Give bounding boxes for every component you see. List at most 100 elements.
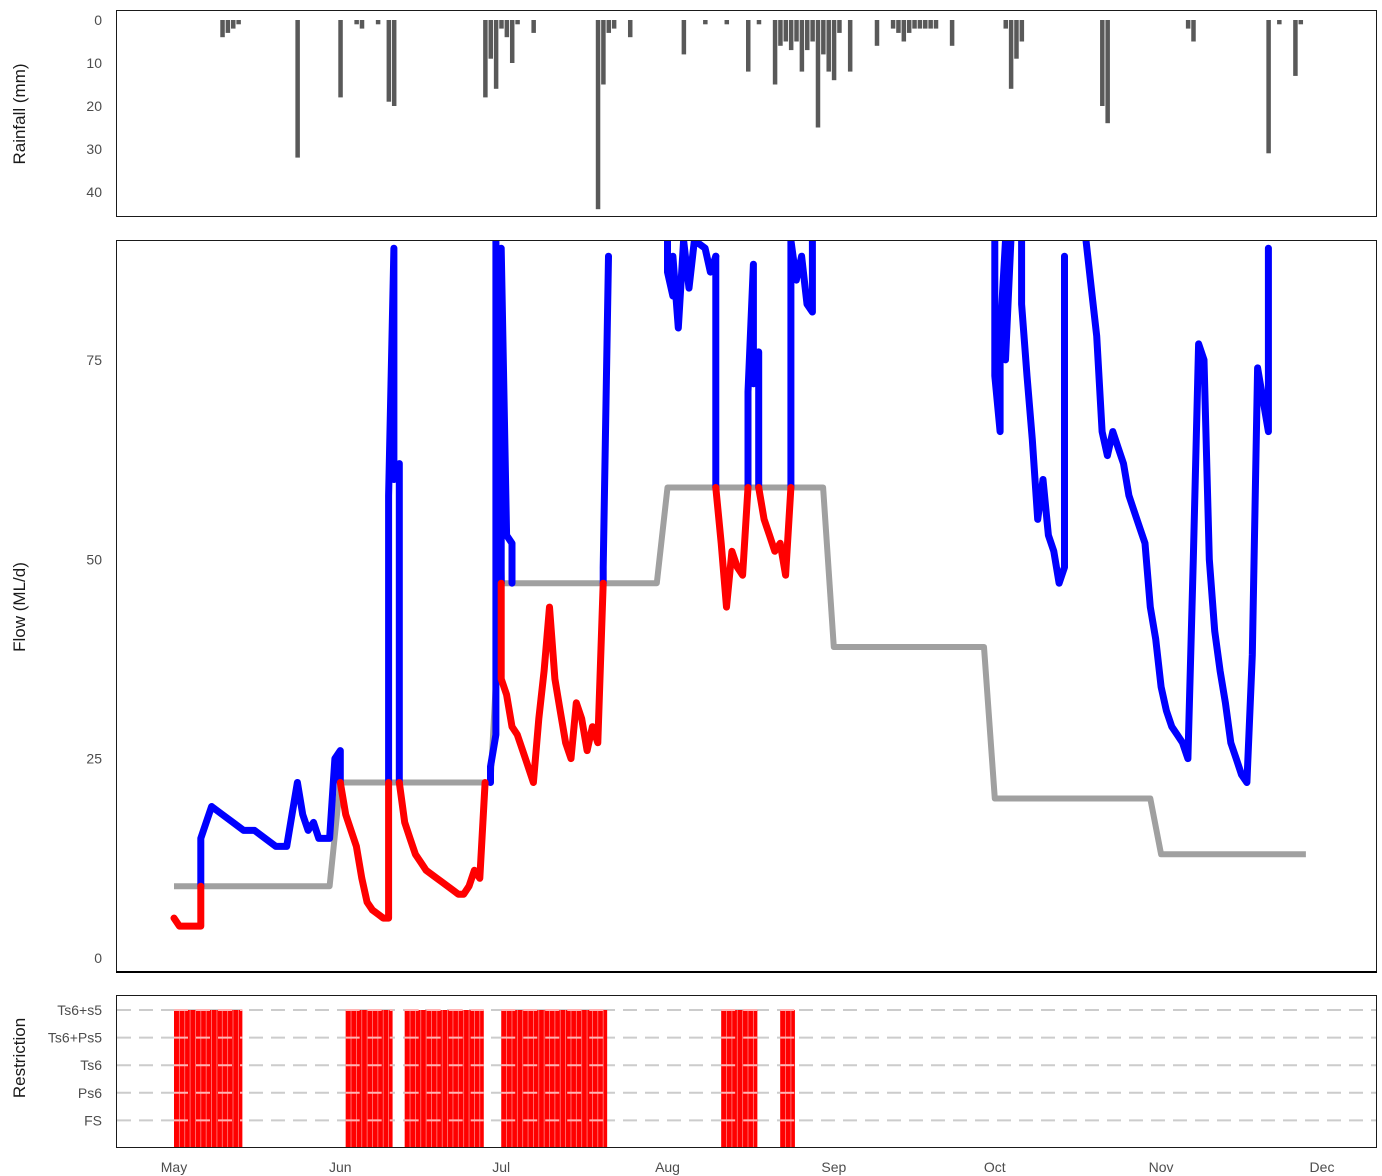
- rainfall-panel: Rainfall (mm) 0 10 20 30 40: [10, 10, 1377, 217]
- flow-line-blue: [385, 244, 403, 786]
- rainfall-bar: [783, 20, 789, 42]
- flow-y-tick-label: 0: [94, 950, 102, 966]
- rainfall-y-tick-label: 10: [86, 55, 102, 71]
- flow-line-blue: [599, 252, 612, 587]
- month-x-ticks: May Jun Jul Aug Sep Oct Nov Dec: [161, 1159, 1335, 1175]
- rainfall-bar: [928, 20, 933, 29]
- rainfall-bar: [1003, 20, 1008, 29]
- flow-line-red: [497, 579, 607, 786]
- rainfall-bar: [601, 20, 606, 85]
- rainfall-bar: [681, 20, 687, 55]
- rainfall-bar: [493, 20, 499, 89]
- restriction-panel: Restriction FS Ps6 Ts6 Ts6+Ps5 Ts6+s5 May Jun…: [10, 995, 1377, 1175]
- rainfall-bar: [949, 20, 955, 46]
- rainfall-bar: [606, 20, 612, 33]
- rainfall-y-tick-label: 40: [86, 184, 102, 200]
- rainfall-y-label: Rainfall (mm): [10, 63, 29, 164]
- flow-line-blue: [487, 241, 505, 786]
- restriction-bar: [501, 1010, 608, 1147]
- rainfall-bar: [912, 20, 917, 29]
- rainfall-bar: [1266, 20, 1271, 154]
- rainfall-bar: [1100, 20, 1105, 106]
- rainfall-bar: [483, 20, 488, 98]
- restriction-bar: [404, 1010, 484, 1147]
- rainfall-bar: [488, 20, 494, 59]
- flow-line-red: [755, 484, 795, 579]
- rainfall-bar: [821, 20, 826, 55]
- flow-y-ticks: 0 25 50 75: [86, 352, 102, 966]
- rainfall-bar: [386, 20, 392, 102]
- rainfall-bar: [375, 20, 381, 25]
- rainfall-bar: [810, 20, 815, 42]
- rainfall-bar: [1298, 20, 1304, 25]
- rainfall-bar: [1014, 20, 1019, 59]
- month-tick-label: Sep: [821, 1159, 846, 1175]
- rainfall-bar: [354, 20, 359, 25]
- flow-line-red: [712, 484, 752, 611]
- flow-line-red: [395, 779, 489, 898]
- rainfall-bar: [231, 20, 236, 29]
- rainfall-bar: [756, 20, 762, 25]
- rainfall-y-ticks: 0 10 20 30 40: [86, 12, 102, 200]
- rainfall-bar: [794, 20, 799, 42]
- restriction-dash-overlay: [174, 1009, 795, 1122]
- rainfall-bar: [499, 20, 504, 29]
- restriction-bar: [345, 1010, 393, 1147]
- rainfall-bar: [805, 20, 810, 51]
- month-tick-label: Aug: [655, 1159, 680, 1175]
- flow-y-tick-label: 50: [86, 551, 102, 567]
- restriction-bar: [721, 1010, 758, 1147]
- rainfall-bar: [890, 20, 896, 29]
- rainfall-bar: [1293, 20, 1298, 76]
- flow-line-blue: [1082, 241, 1272, 786]
- rainfall-bar: [703, 20, 708, 25]
- rainfall-bar: [1105, 20, 1110, 124]
- restriction-level-label: Ts6+Ps5: [48, 1030, 102, 1046]
- restriction-level-label: Ts6+s5: [57, 1002, 102, 1018]
- restriction-y-label: Restriction: [10, 1018, 29, 1098]
- rainfall-bar: [611, 20, 617, 29]
- rainfall-bar: [627, 20, 633, 38]
- rainfall-bar: [1019, 20, 1025, 42]
- rainfall-bar: [531, 20, 536, 33]
- rainfall-bar: [831, 20, 837, 81]
- rainfall-bar: [778, 20, 783, 46]
- flow-y-tick-label: 75: [86, 352, 102, 368]
- rainfall-bar: [815, 20, 821, 128]
- rainfall-y-tick-label: 0: [94, 12, 102, 28]
- restriction-bar: [174, 1010, 243, 1147]
- month-tick-label: Jun: [329, 1159, 352, 1175]
- flow-line-blue: [991, 241, 1015, 436]
- rainfall-bar: [923, 20, 928, 29]
- flow-y-label: Flow (ML/d): [10, 562, 29, 652]
- rainfall-bar: [1277, 20, 1282, 25]
- rainfall-bar: [338, 20, 343, 98]
- flow-y-tick-label: 25: [86, 751, 102, 767]
- rainfall-bar: [504, 20, 510, 38]
- rainfall-bar: [1191, 20, 1196, 42]
- month-tick-label: Oct: [984, 1159, 1006, 1175]
- rainfall-y-tick-label: 30: [86, 141, 102, 157]
- rainfall-panel-border: [116, 10, 1377, 217]
- month-tick-label: Jul: [492, 1159, 510, 1175]
- restriction-bar: [780, 1010, 795, 1147]
- rainfall-bar: [837, 20, 842, 33]
- restriction-bars: [174, 1010, 795, 1147]
- rainfall-bar: [295, 20, 300, 158]
- rainfall-bars: [220, 20, 1304, 210]
- rainfall-bar: [746, 20, 751, 72]
- rainfall-bar: [359, 20, 365, 29]
- rainfall-bar: [391, 20, 397, 106]
- flow-line-blue: [744, 260, 763, 491]
- rainfall-bar: [509, 20, 515, 63]
- rainfall-bar: [236, 20, 241, 25]
- rainfall-bar: [901, 20, 907, 42]
- rainfall-bar: [933, 20, 939, 29]
- rainfall-bar: [799, 20, 805, 72]
- flow-line-blue: [197, 747, 344, 890]
- rainfall-bar: [788, 20, 794, 51]
- rainfall-bar: [874, 20, 880, 46]
- flow-line-blue: [787, 241, 816, 491]
- month-tick-label: Nov: [1149, 1159, 1174, 1175]
